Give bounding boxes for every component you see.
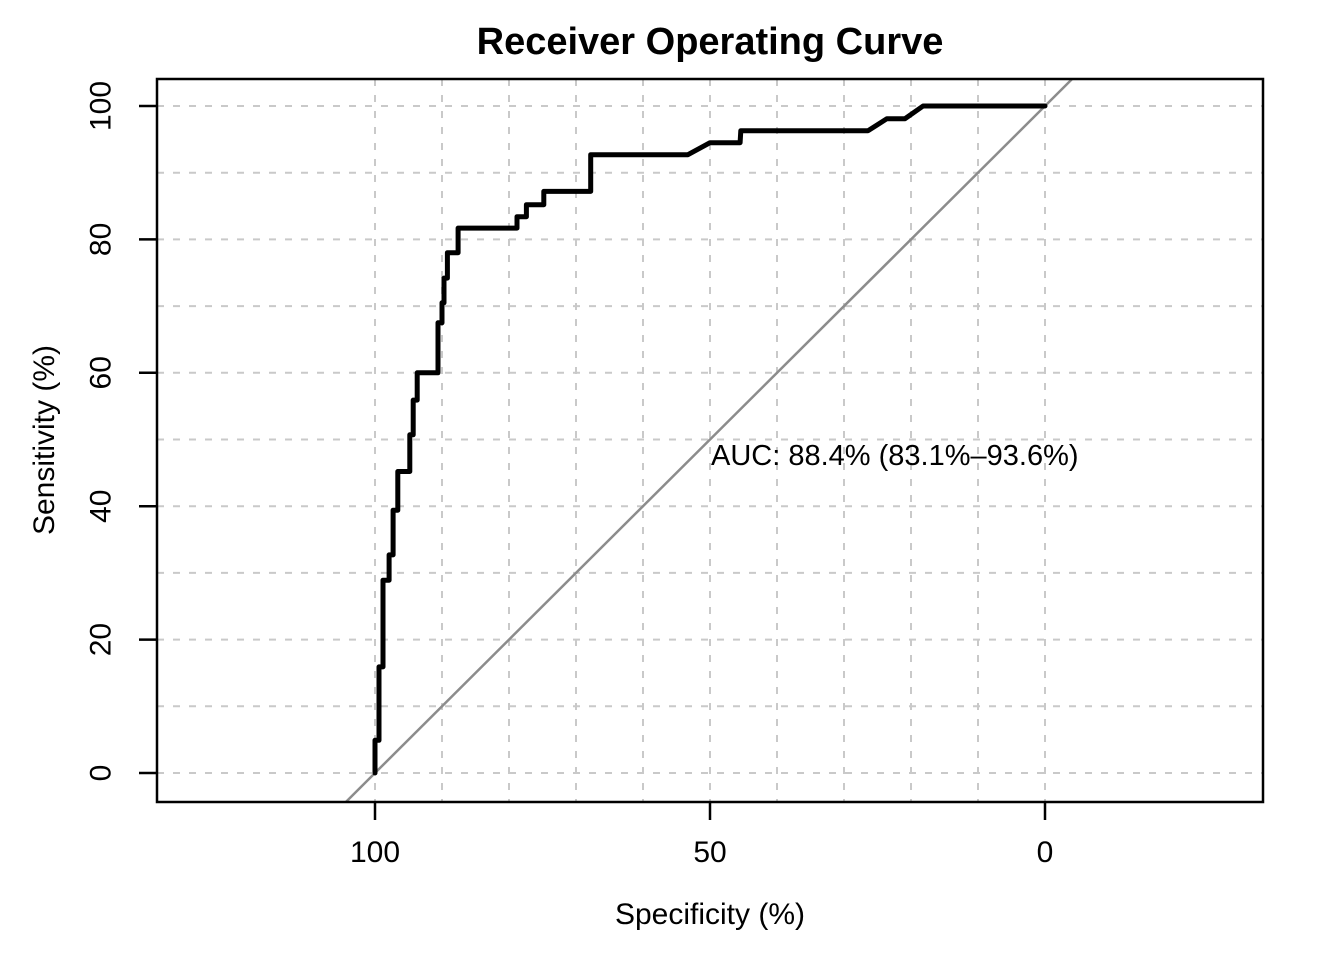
y-tick-label: 40 xyxy=(85,490,118,523)
x-tick-label: 0 xyxy=(1037,836,1054,869)
chart-title: Receiver Operating Curve xyxy=(476,21,944,63)
y-tick-label: 80 xyxy=(85,223,118,256)
roc-curve-line xyxy=(372,103,1048,776)
x-axis-title: Specificity (%) xyxy=(614,898,806,931)
y-tick-label: 100 xyxy=(85,81,118,131)
y-axis-title: Sensitivity (%) xyxy=(28,344,61,536)
chance-diagonal-line xyxy=(344,78,1074,803)
auc-annotation: AUC: 88.4% (83.1%–93.6%) xyxy=(711,440,1079,472)
x-tick-label: 50 xyxy=(693,836,726,869)
y-tick-label: 60 xyxy=(85,356,118,389)
y-tick-label: 0 xyxy=(85,765,118,782)
x-tick-label: 100 xyxy=(350,836,400,869)
y-tick-label: 20 xyxy=(85,623,118,656)
